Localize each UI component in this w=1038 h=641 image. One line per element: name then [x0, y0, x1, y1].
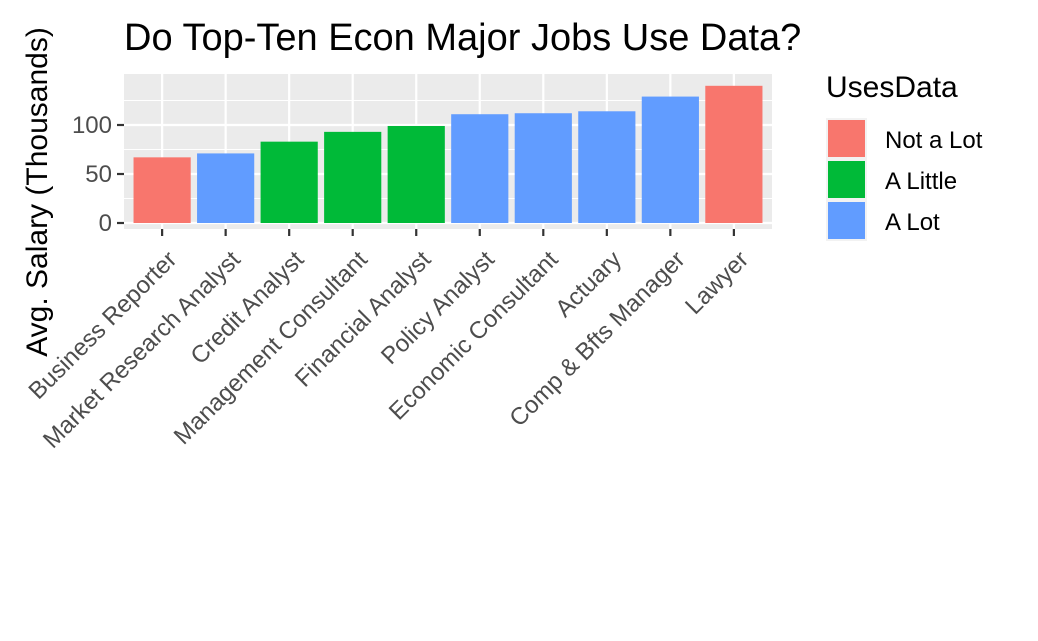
bar — [578, 111, 636, 223]
bars — [133, 85, 763, 223]
x-tick-label: Lawyer — [680, 246, 754, 320]
legend-key-swatch — [828, 120, 865, 157]
bar — [133, 157, 191, 223]
legend-key-swatch — [828, 202, 865, 239]
y-axis: 0 50 100 — [72, 112, 124, 237]
y-axis-title: Avg. Salary (Thousands) — [21, 27, 54, 357]
legend-label: A Lot — [885, 209, 940, 236]
bar — [705, 85, 763, 223]
legend-label: A Little — [885, 168, 957, 195]
legend-title: UsesData — [826, 71, 958, 104]
legend: UsesData Not a Lot A Little A Lot — [826, 71, 983, 241]
bar — [641, 96, 699, 223]
legend-key-swatch — [828, 161, 865, 198]
bar — [260, 141, 318, 223]
y-tick-label: 100 — [72, 112, 112, 139]
y-tick-label: 50 — [85, 161, 112, 188]
bar — [324, 131, 382, 223]
y-tick-label: 0 — [99, 210, 112, 237]
chart-title: Do Top-Ten Econ Major Jobs Use Data? — [124, 17, 801, 59]
bar — [387, 125, 445, 223]
bar — [197, 153, 255, 223]
bar — [451, 114, 509, 223]
legend-label: Not a Lot — [885, 127, 983, 154]
bar — [514, 113, 572, 223]
